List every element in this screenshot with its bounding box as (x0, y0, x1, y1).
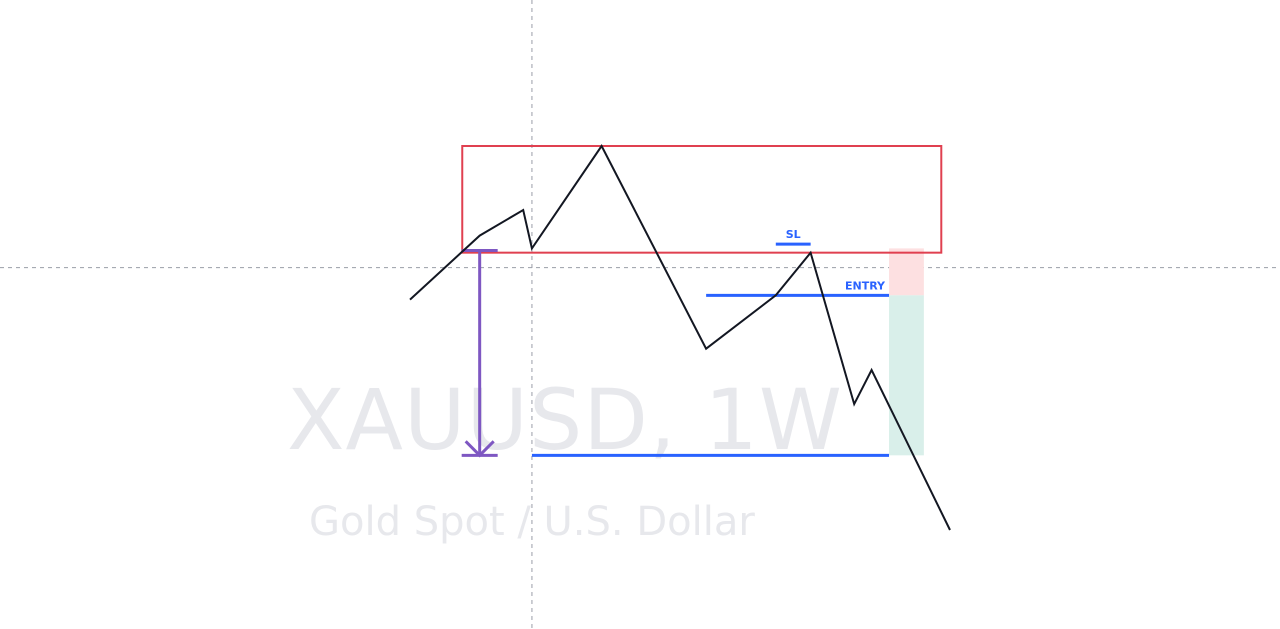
measure-arrow-head (464, 440, 495, 458)
sl-label: SL (786, 228, 801, 241)
price-path-line[interactable] (409, 144, 951, 531)
watermark-symbol: XAUUSD, 1W (287, 371, 843, 469)
take-profit-zone[interactable] (889, 295, 924, 456)
entry-label: ENTRY (845, 279, 886, 292)
stop-loss-zone[interactable] (889, 248, 924, 296)
supply-zone-rectangle[interactable] (461, 145, 943, 254)
